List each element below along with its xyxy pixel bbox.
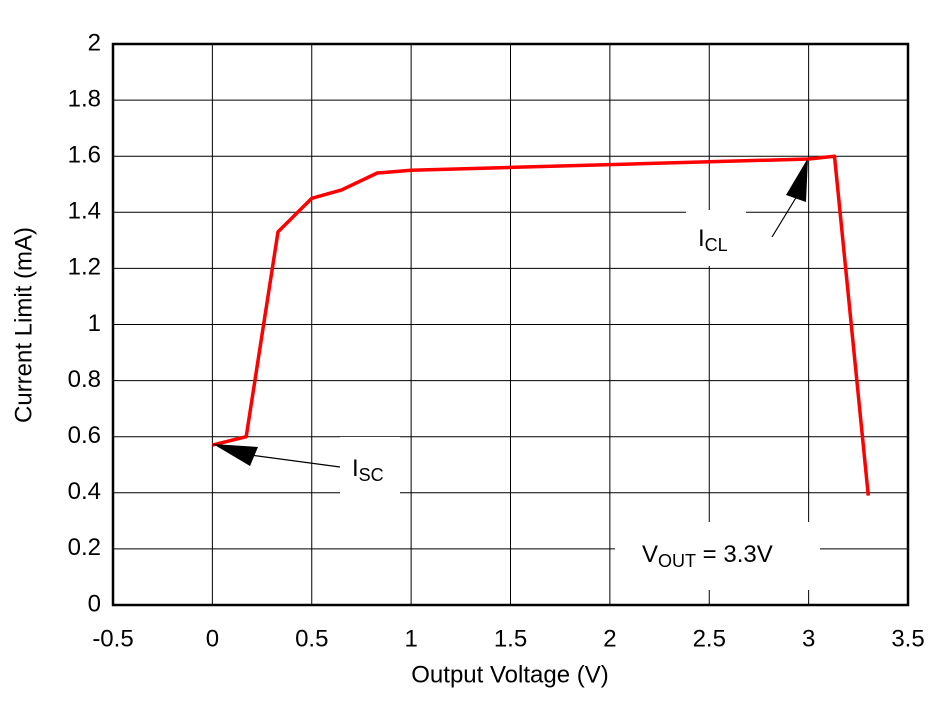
y-axis-title: Current Limit (mA) <box>10 227 37 423</box>
x-tick-label: 0 <box>206 625 219 652</box>
x-tick-label: 1 <box>404 625 417 652</box>
x-tick-label: 2 <box>603 625 616 652</box>
arrow-head <box>213 444 258 466</box>
y-tick-label: 1.2 <box>68 254 101 281</box>
plot-border <box>111 42 910 607</box>
x-tick-label: -0.5 <box>92 625 133 652</box>
x-tick-label: 3.5 <box>891 625 924 652</box>
y-tick-label: 0.2 <box>68 534 101 561</box>
y-tick-label: 1 <box>88 310 101 337</box>
x-tick-label: 0.5 <box>295 625 328 652</box>
y-tick-label: 0.8 <box>68 366 101 393</box>
annotation: ICL <box>698 225 728 254</box>
y-tick-label: 1.8 <box>68 85 101 112</box>
y-tick-label: 0.6 <box>68 422 101 449</box>
y-tick-label: 1.6 <box>68 142 101 169</box>
x-axis-title: Output Voltage (V) <box>411 661 608 688</box>
annotation-subscript: OUT <box>658 551 696 571</box>
annotation-suffix: = 3.3V <box>696 541 773 568</box>
annotation-subscript: SC <box>359 465 384 485</box>
arrow-head <box>786 158 808 202</box>
y-tick-label: 0 <box>88 590 101 617</box>
annotation-text: V <box>642 541 658 568</box>
annotation: VOUT = 3.3V <box>642 541 773 570</box>
y-tick-label: 1.4 <box>68 198 101 225</box>
annotation-background <box>340 437 400 495</box>
annotation-background <box>686 210 746 266</box>
y-tick-label: 2 <box>88 29 101 56</box>
x-tick-label: 2.5 <box>693 625 726 652</box>
annotation-text: I <box>352 455 359 482</box>
y-tick-label: 0.4 <box>68 478 101 505</box>
annotation-text: I <box>698 225 705 252</box>
x-tick-label: 1.5 <box>494 625 527 652</box>
annotation: ISC <box>352 455 384 484</box>
data-line <box>211 154 871 496</box>
arrow-line <box>249 454 341 468</box>
annotation-background <box>615 522 820 590</box>
arrow-line <box>771 195 798 238</box>
x-tick-label: 3 <box>802 625 815 652</box>
annotation-subscript: CL <box>705 235 728 255</box>
